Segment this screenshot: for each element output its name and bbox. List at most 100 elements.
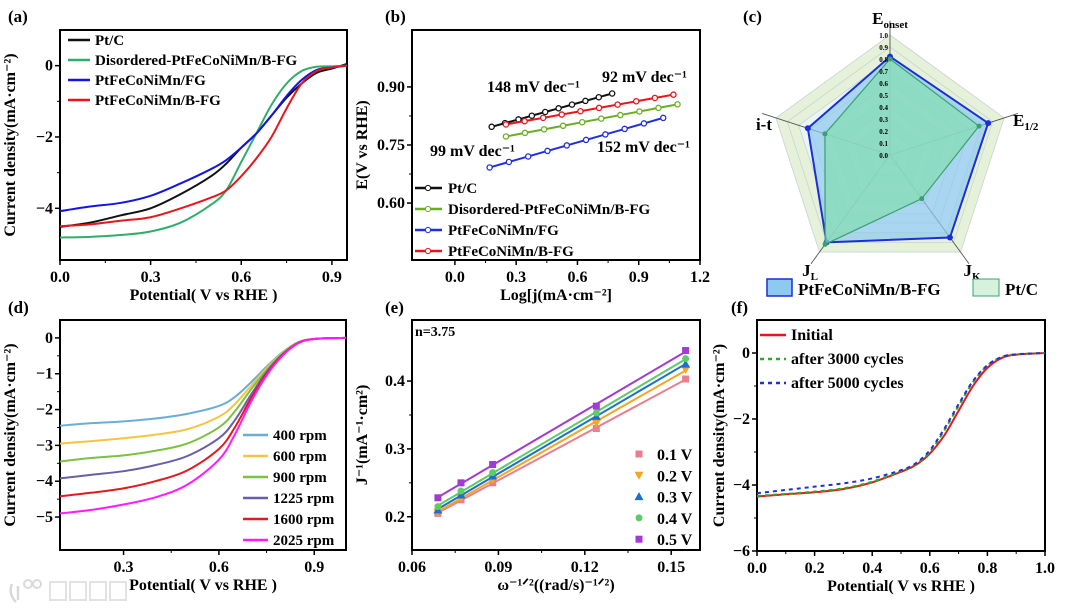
axis-label-sub: onset xyxy=(883,19,908,31)
marker-square xyxy=(592,402,600,410)
x-tick-label: 0.3 xyxy=(141,269,161,286)
legend-label: 0.4 V xyxy=(657,511,693,528)
y-tick-label: 0 xyxy=(45,330,53,347)
radar-axis-label: JL xyxy=(802,261,818,283)
x-axis-label: ω⁻¹ᐟ²((rad/s)⁻¹ᐟ²) xyxy=(497,577,614,594)
marker-square xyxy=(635,535,643,543)
watermark-glyph xyxy=(109,581,127,601)
y-axis-label: Current density(mA·cm⁻²) xyxy=(2,343,19,526)
radial-tick-label: 0.2 xyxy=(879,128,888,136)
data-point xyxy=(659,114,667,122)
marker-circle xyxy=(489,469,497,477)
panel-f: 0.0 0.2 0.4 0.6 0.8 1.0 0 −2 −4 −6 Potential( V vs… xyxy=(711,319,1055,595)
data-point xyxy=(636,108,643,115)
panel-e: 0.06 0.09 0.12 0.15 0.2 0.3 0.4 ω⁻¹ᐟ²((rad/s)⁻¹… xyxy=(354,319,701,594)
series-line-5 xyxy=(60,336,346,515)
y-tick-label: −6 xyxy=(733,543,750,560)
marker-circle xyxy=(592,409,600,417)
legend-label: 1600 rpm xyxy=(273,512,335,528)
y-tick-label: 0 xyxy=(45,58,53,75)
radar-point xyxy=(976,123,982,129)
y-tick-label: −3 xyxy=(36,437,53,454)
radar-point xyxy=(919,196,925,202)
series-line-0 xyxy=(491,92,613,128)
y-axis-label: Current density(mA·cm⁻²) xyxy=(2,53,19,236)
marker-square xyxy=(592,425,600,433)
radial-tick-label: 0.1 xyxy=(879,140,888,148)
n-annotation: n=3.75 xyxy=(415,325,455,340)
x-tick-label: 0.8 xyxy=(977,560,997,577)
data-point xyxy=(577,107,584,115)
x-tick-label: 0.3 xyxy=(506,269,526,286)
panel-label: (c) xyxy=(743,7,762,26)
x-tick-label: 0.06 xyxy=(398,559,426,576)
legend-label: Pt/C xyxy=(95,33,124,49)
data-point xyxy=(598,115,605,122)
panel-d: 0.3 0.6 0.9 0 −1 −2 −3 −4 −5 Potential( V vs RHE … xyxy=(2,319,347,594)
legend-label: PtFeCoNiMn/B-FG xyxy=(448,244,574,260)
legend-label: PtFeCoNiMn/FG xyxy=(95,73,206,89)
x-tick-label: 0.6 xyxy=(231,269,251,286)
panel-label: (f) xyxy=(731,298,748,317)
x-tick-label: 0.3 xyxy=(114,559,134,576)
marker-circle xyxy=(682,355,690,363)
y-tick-label: 0.4 xyxy=(385,373,405,390)
radar-point xyxy=(822,131,828,137)
plot-frame xyxy=(411,319,701,551)
y-tick-label: −4 xyxy=(36,473,53,490)
radar-point xyxy=(985,120,992,127)
legend-label: PtFeCoNiMn/FG xyxy=(448,223,559,239)
data-point xyxy=(488,123,495,131)
marker-triangle-up xyxy=(634,492,644,501)
x-tick-label: 1.0 xyxy=(1035,560,1055,577)
x-tick-label: 0.9 xyxy=(322,269,342,286)
legend-label: Initial xyxy=(791,327,833,344)
data-point xyxy=(582,136,590,144)
radial-tick-label: 0.5 xyxy=(879,92,888,100)
data-point xyxy=(614,101,621,108)
panel-a: 0.0 0.3 0.6 0.9 0 −2 −4 Potential( V vs RHE ) Cu… xyxy=(2,29,348,304)
slope-annotation: 99 mV dec⁻¹ xyxy=(430,143,515,160)
y-tick-label: −2 xyxy=(733,411,750,428)
series-line-2 xyxy=(757,352,1045,495)
data-point xyxy=(521,129,529,137)
axis-label-sub: K xyxy=(972,271,981,283)
fit-line-4 xyxy=(437,350,687,499)
data-point xyxy=(502,133,510,140)
data-point xyxy=(608,90,616,97)
legend-swatch xyxy=(766,278,793,297)
x-axis-label: Log[j(mA·cm⁻²] xyxy=(500,287,612,304)
legend-label: 900 rpm xyxy=(273,470,327,486)
radial-tick-label: 0.8 xyxy=(879,56,888,64)
data-point xyxy=(655,104,662,112)
watermark-glyph xyxy=(89,581,107,601)
data-point xyxy=(578,118,586,126)
legend-label: Disordered-PtFeCoNiMn/B-FG xyxy=(95,53,298,69)
data-point xyxy=(670,91,677,98)
fit-line-1 xyxy=(437,369,687,513)
radial-tick-label: 0.6 xyxy=(879,80,888,88)
data-point xyxy=(595,93,603,101)
legend-marker xyxy=(424,184,432,192)
marker-square xyxy=(434,494,442,502)
panel-label: (b) xyxy=(385,7,406,26)
watermark-glyph xyxy=(32,579,42,589)
legend-label: PtFeCoNiMn/B-FG xyxy=(95,93,221,109)
marker-circle xyxy=(457,487,465,495)
axis-label-main: J xyxy=(963,261,972,280)
marker-triangle-down xyxy=(634,471,644,480)
watermark-glyph xyxy=(69,581,87,601)
axis-label-main: E xyxy=(1013,111,1024,130)
data-point xyxy=(521,117,528,125)
watermark-glyph xyxy=(9,583,20,603)
data-point xyxy=(540,126,548,133)
legend-marker xyxy=(424,247,432,255)
marker-circle xyxy=(635,514,643,522)
fit-line-2 xyxy=(437,363,687,510)
axis-label-main: i-t xyxy=(756,115,772,134)
y-axis-label: J⁻¹(mA⁻¹·cm²) xyxy=(354,385,371,486)
series-line-2 xyxy=(60,64,347,213)
y-tick-label: −2 xyxy=(36,402,53,419)
slope-annotation: 92 mV dec⁻¹ xyxy=(602,69,687,86)
slope-annotation: 148 mV dec⁻¹ xyxy=(487,79,580,96)
